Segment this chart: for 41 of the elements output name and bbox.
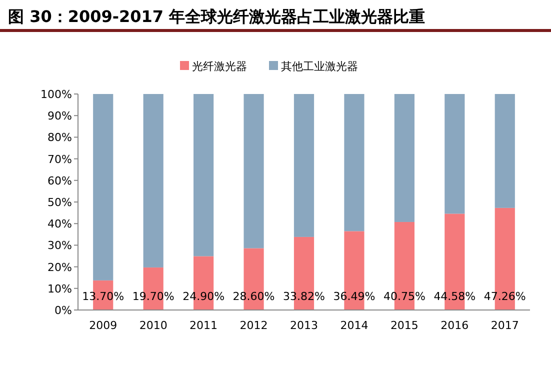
x-tick-label: 2010 (139, 319, 168, 332)
legend-label: 光纤激光器 (192, 60, 247, 73)
data-label: 44.58% (434, 290, 476, 303)
x-tick-label: 2014 (340, 319, 368, 332)
bar (494, 94, 515, 208)
y-tick-label: 30% (48, 239, 72, 252)
y-tick-label: 0% (54, 304, 72, 317)
bar (93, 94, 114, 280)
x-tick-label: 2013 (290, 319, 318, 332)
bar (344, 94, 364, 232)
y-tick-label: 100% (40, 88, 72, 101)
data-label: 40.75% (383, 290, 426, 303)
bar (394, 94, 414, 222)
legend-label: 其他工业激光器 (281, 60, 358, 73)
y-tick-label: 40% (48, 218, 72, 231)
x-tick-label: 2015 (390, 319, 418, 332)
bar (444, 94, 465, 214)
data-label: 33.82% (283, 290, 325, 303)
y-tick-label: 50% (48, 196, 72, 209)
data-label: 13.70% (82, 290, 124, 303)
bar (244, 94, 264, 248)
data-label: 47.26% (484, 290, 526, 303)
y-tick-label: 60% (48, 174, 72, 188)
data-label: 19.70% (132, 290, 174, 303)
y-tick-label: 80% (48, 131, 72, 144)
data-label: 36.49% (333, 290, 376, 303)
y-tick-label: 20% (48, 260, 72, 274)
y-tick-label: 70% (48, 152, 72, 166)
bar (194, 94, 214, 256)
y-tick-label: 90% (48, 110, 72, 123)
chart-title: 图 30：2009-2017 年全球光纤激光器占工业激光器比重 (8, 7, 426, 26)
x-tick-label: 2009 (89, 319, 118, 332)
x-tick-label: 2016 (440, 319, 469, 332)
x-tick-label: 2011 (190, 319, 218, 332)
x-tick-label: 2017 (490, 319, 519, 332)
y-tick-label: 10% (48, 282, 72, 296)
data-label: 24.90% (182, 290, 225, 303)
data-label: 28.60% (232, 290, 275, 303)
bar (294, 94, 314, 237)
x-tick-label: 2012 (240, 319, 268, 332)
bar (143, 94, 164, 268)
